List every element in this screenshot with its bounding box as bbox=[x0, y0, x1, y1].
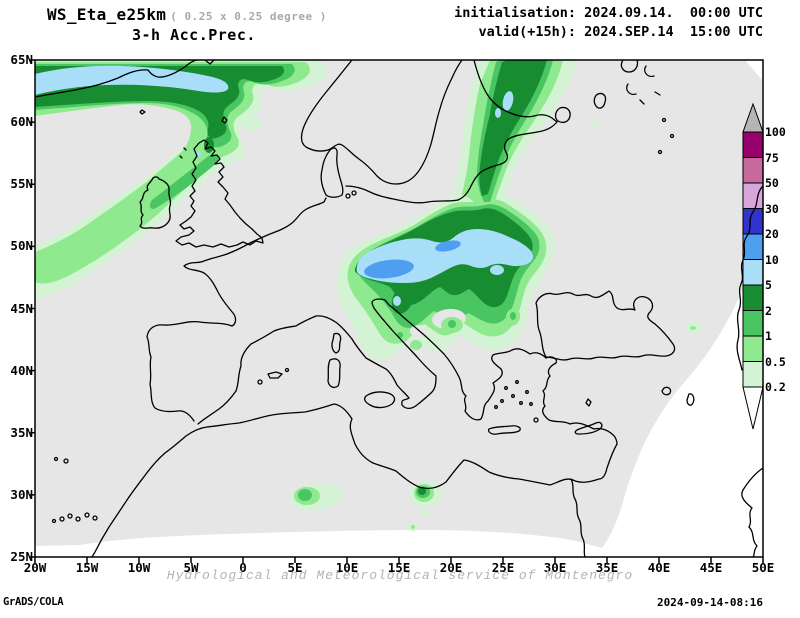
x-tick-label: 25E bbox=[491, 560, 515, 575]
x-tick-label: 15E bbox=[387, 560, 411, 575]
y-tick-label: 55N bbox=[10, 176, 33, 192]
y-tick-label: 40N bbox=[10, 362, 33, 378]
color-scale-value: 100 bbox=[765, 125, 786, 139]
x-tick-label: 30E bbox=[543, 560, 567, 575]
x-tick-label: 0 bbox=[239, 560, 247, 575]
x-tick-label: 15W bbox=[75, 560, 99, 575]
y-tick-label: 45N bbox=[10, 300, 33, 316]
x-tick-label: 40E bbox=[647, 560, 671, 575]
grads-stamp: GrADS/COLA bbox=[3, 596, 64, 608]
initialisation-time: initialisation: 2024.09.14. 00:00 UTC bbox=[454, 5, 763, 21]
watermark: Hydrological and Meteorological service … bbox=[166, 568, 634, 583]
y-tick-label: 60N bbox=[10, 114, 33, 130]
x-tick-label: 45E bbox=[699, 560, 723, 575]
color-scale-value: 10 bbox=[765, 252, 779, 267]
color-scale-bar bbox=[742, 102, 763, 430]
x-tick-label: 5W bbox=[183, 560, 199, 575]
x-tick-label: 50E bbox=[751, 560, 775, 575]
color-scale-value: 30 bbox=[765, 201, 779, 216]
y-tick-label: 30N bbox=[10, 486, 33, 502]
color-scale-value: 2 bbox=[765, 303, 772, 318]
y-tick-label: 25N bbox=[10, 549, 33, 564]
color-scale-value: 20 bbox=[765, 227, 779, 241]
x-tick-label: 35E bbox=[595, 560, 619, 575]
y-tick-label: 50N bbox=[10, 238, 33, 254]
x-tick-label: 20W bbox=[23, 560, 47, 575]
coastlines bbox=[35, 60, 763, 557]
color-scale-value: 0.5 bbox=[765, 354, 786, 369]
y-tick-label: 35N bbox=[10, 424, 33, 440]
color-scale-value: 0.2 bbox=[765, 380, 786, 394]
x-tick-label: 20E bbox=[439, 560, 463, 575]
color-scale-value: 5 bbox=[765, 278, 772, 292]
valid-time: valid(+15h): 2024.SEP.14 15:00 UTC bbox=[478, 24, 763, 40]
title-row: WS_Eta_e25km ( 0.25 x 0.25 degree ) bbox=[47, 5, 327, 24]
model-title: WS_Eta_e25km bbox=[47, 5, 167, 24]
product-title: 3-h Acc.Prec. bbox=[132, 26, 256, 44]
precip-arc-patches-1 bbox=[397, 312, 516, 338]
creation-timestamp: 2024-09-14-08:16 bbox=[657, 596, 763, 609]
axis-ticks bbox=[29, 59, 764, 563]
y-tick-label: 65N bbox=[10, 52, 33, 67]
x-tick-label: 10E bbox=[335, 560, 359, 575]
resolution-label: ( 0.25 x 0.25 degree ) bbox=[170, 10, 327, 23]
x-tick-label: 5E bbox=[287, 560, 303, 575]
precip-level-10 bbox=[364, 240, 461, 279]
color-scale-value: 1 bbox=[765, 329, 772, 343]
x-tick-label: 10W bbox=[127, 560, 151, 575]
color-scale-value: 75 bbox=[765, 150, 779, 165]
color-scale-value: 50 bbox=[765, 176, 779, 190]
